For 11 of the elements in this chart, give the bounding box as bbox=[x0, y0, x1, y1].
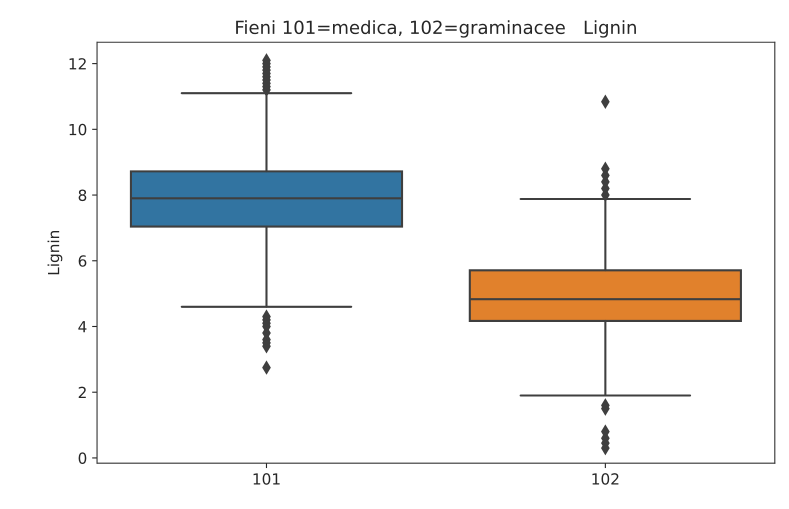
y-axis-title: Lignin bbox=[48, 230, 62, 274]
y-tick-label: 4 bbox=[78, 321, 86, 332]
y-tick-label: 8 bbox=[78, 190, 86, 202]
x-tick-label: 102 bbox=[592, 473, 618, 485]
y-tick-label: 10 bbox=[70, 124, 86, 136]
y-tick-label: 6 bbox=[78, 255, 86, 267]
y-tick-label: 2 bbox=[78, 386, 86, 398]
chart-title: Fieni 101=medica, 102=graminacee Lignin bbox=[236, 20, 636, 38]
x-tick-label: 101 bbox=[254, 473, 280, 485]
y-tick-label: 0 bbox=[78, 452, 86, 464]
y-tick-label: 12 bbox=[70, 58, 86, 70]
